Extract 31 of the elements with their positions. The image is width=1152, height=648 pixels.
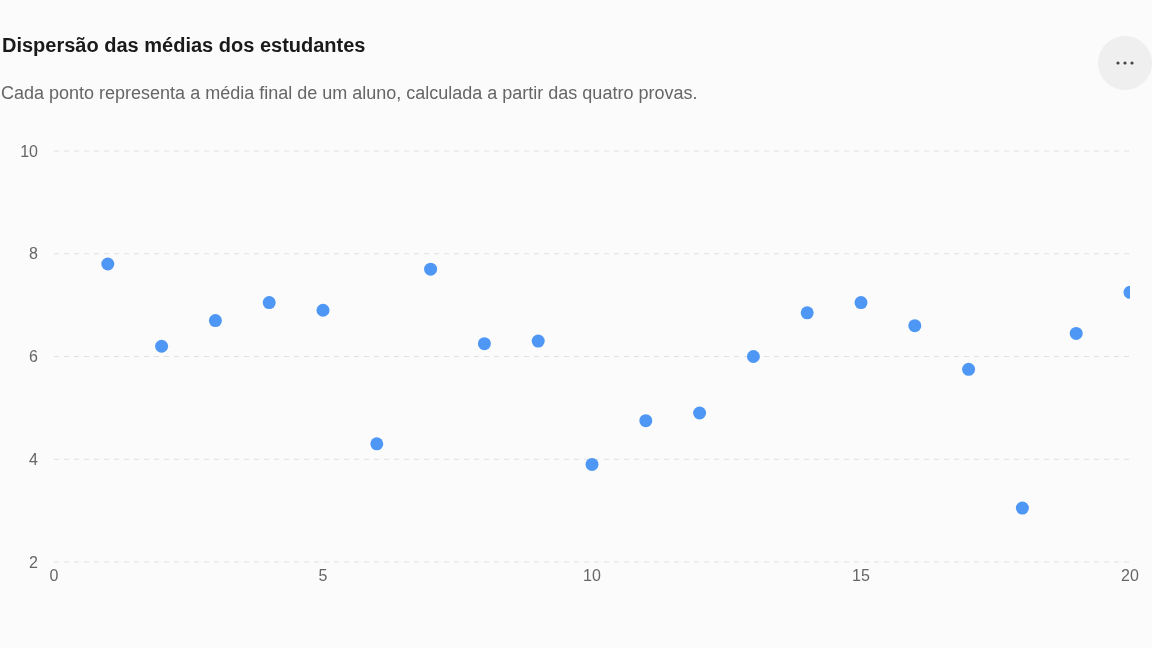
y-tick-label: 4 bbox=[29, 450, 39, 468]
point bbox=[800, 306, 814, 320]
point bbox=[1015, 501, 1029, 515]
x-tick-label: 5 bbox=[318, 567, 328, 585]
point bbox=[101, 257, 115, 271]
chart-title: Dispersão das médias dos estudantes bbox=[2, 34, 366, 57]
point bbox=[1069, 326, 1083, 340]
point bbox=[424, 262, 438, 276]
point bbox=[693, 406, 707, 420]
point bbox=[639, 414, 653, 428]
point bbox=[262, 296, 276, 310]
y-tick-label: 2 bbox=[29, 553, 39, 571]
point bbox=[962, 362, 976, 376]
y-tick-label: 8 bbox=[29, 245, 39, 263]
x-tick-label: 10 bbox=[583, 567, 601, 585]
point bbox=[155, 339, 169, 353]
x-tick-label: 0 bbox=[49, 567, 59, 585]
chart-subtitle: Cada ponto representa a média final de um aluno, calculada a partir das quatro provas. bbox=[1, 83, 698, 104]
point bbox=[477, 337, 491, 351]
point bbox=[746, 350, 760, 363]
y-tick-label: 6 bbox=[29, 348, 39, 366]
point bbox=[316, 303, 330, 317]
point bbox=[208, 314, 222, 328]
x-tick-label: 15 bbox=[852, 567, 870, 585]
point bbox=[370, 437, 384, 451]
point bbox=[908, 319, 922, 333]
point bbox=[585, 457, 599, 471]
y-tick-label: 10 bbox=[20, 142, 39, 160]
point bbox=[854, 296, 868, 310]
x-tick-label: 20 bbox=[1121, 567, 1139, 585]
point bbox=[531, 334, 545, 348]
